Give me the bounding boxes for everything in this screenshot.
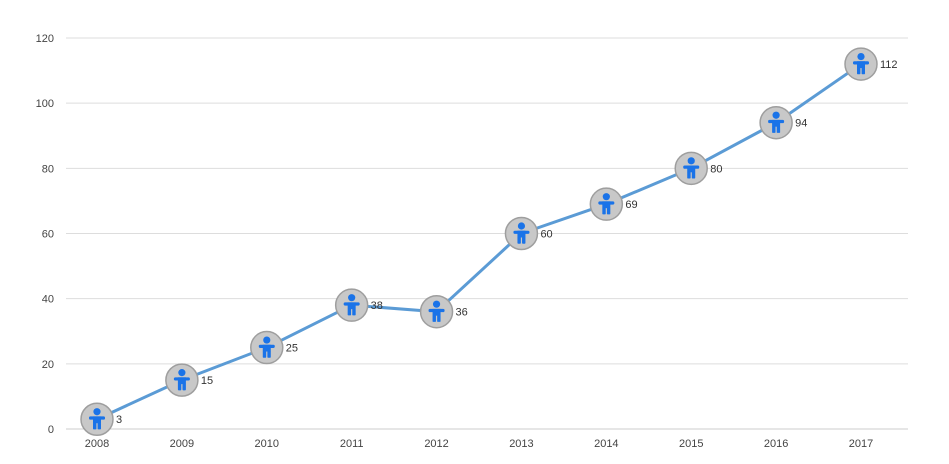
data-point-marker xyxy=(589,187,624,221)
x-tick-label: 2009 xyxy=(170,438,194,450)
person-icon xyxy=(853,52,869,75)
x-tick-label: 2011 xyxy=(340,438,364,450)
person-icon xyxy=(428,300,445,322)
series-line-group xyxy=(95,62,863,421)
person-icon xyxy=(683,157,700,179)
y-tick-label: 0 xyxy=(48,424,54,436)
data-point-marker xyxy=(334,288,369,322)
data-point-marker xyxy=(504,216,539,251)
data-label: 69 xyxy=(625,199,637,211)
x-tick-label: 2016 xyxy=(764,438,788,450)
data-label: 94 xyxy=(795,118,807,130)
x-axis-tick-labels: 2008 2009 2010 2011 2012 2013 2014 2015 2016 2017 xyxy=(85,438,873,450)
x-tick-label: 2008 xyxy=(85,438,109,450)
x-tick-label: 2010 xyxy=(255,438,279,450)
data-label: 36 xyxy=(456,307,468,319)
person-icon xyxy=(768,111,785,133)
y-tick-label: 100 xyxy=(36,98,54,110)
data-labels: 3 15 25 38 36 60 69 80 94 112 xyxy=(116,59,898,426)
data-label: 3 xyxy=(116,414,122,426)
data-label: 80 xyxy=(710,163,722,175)
data-point-marker xyxy=(250,330,284,365)
x-tick-label: 2012 xyxy=(424,438,448,450)
data-label: 15 xyxy=(201,375,213,387)
x-tick-label: 2013 xyxy=(509,438,533,450)
data-point-marker xyxy=(80,402,114,436)
data-point-marker xyxy=(759,105,793,140)
data-label: 25 xyxy=(286,343,298,355)
y-axis-tick-labels: 0 20 40 60 80 100 120 xyxy=(36,33,54,436)
y-tick-label: 80 xyxy=(42,163,54,175)
gridlines xyxy=(66,37,908,430)
person-icon xyxy=(343,294,360,316)
data-label: 60 xyxy=(540,229,552,241)
y-tick-label: 60 xyxy=(42,229,54,241)
series-line xyxy=(95,62,863,421)
person-icon xyxy=(173,369,190,391)
x-tick-label: 2017 xyxy=(849,438,873,450)
y-tick-label: 120 xyxy=(36,33,54,45)
data-label: 38 xyxy=(371,300,383,312)
person-icon xyxy=(258,336,275,358)
data-point-marker xyxy=(419,294,454,329)
x-tick-label: 2014 xyxy=(594,438,618,450)
data-label: 112 xyxy=(880,59,898,71)
person-icon xyxy=(513,222,530,244)
x-tick-label: 2015 xyxy=(679,438,703,450)
y-tick-label: 20 xyxy=(42,359,54,371)
data-point-marker xyxy=(165,363,199,397)
person-icon xyxy=(598,193,615,215)
y-tick-label: 40 xyxy=(42,294,54,306)
data-point-marker xyxy=(674,151,708,186)
data-point-marker xyxy=(844,47,878,81)
data-point-markers xyxy=(80,47,878,436)
person-icon xyxy=(89,408,105,430)
